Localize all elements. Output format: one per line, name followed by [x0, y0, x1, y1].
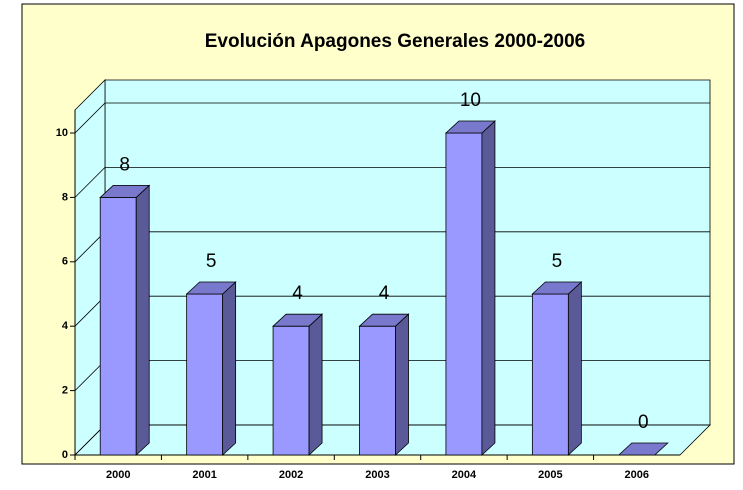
bar-top	[444, 120, 496, 134]
y-tick-label: 6	[62, 256, 68, 268]
value-label: 5	[552, 251, 563, 272]
y-tick-label: 4	[62, 320, 69, 332]
x-tick-label: 2006	[625, 469, 649, 481]
bar-top	[617, 442, 669, 456]
bar-top	[99, 184, 151, 198]
y-tick-label: 0	[62, 449, 68, 461]
bar	[99, 196, 137, 456]
value-label: 5	[206, 251, 217, 272]
x-tick-label: 2000	[106, 469, 130, 481]
y-tick-label: 10	[56, 127, 68, 139]
bar-side	[481, 120, 496, 456]
x-tick-label: 2004	[452, 469, 477, 481]
y-tick-label: 2	[62, 385, 68, 397]
y-tick-label: 8	[62, 191, 68, 203]
bar	[186, 293, 224, 456]
bar-side	[395, 313, 409, 456]
bar-side	[135, 184, 150, 456]
bar-side	[222, 281, 237, 456]
value-label: 4	[379, 283, 390, 304]
grid-line	[74, 102, 710, 134]
grid-line	[74, 166, 710, 198]
x-tick-label: 2001	[192, 469, 216, 481]
bar-top	[272, 313, 324, 327]
bar	[272, 325, 310, 456]
value-label: 0	[638, 412, 649, 433]
bar-side	[567, 281, 582, 456]
x-tick-label: 2002	[279, 469, 303, 481]
bar-side	[308, 313, 323, 456]
value-label: 8	[119, 154, 130, 175]
x-tick-label: 2005	[538, 469, 562, 481]
value-label: 10	[460, 90, 481, 111]
bar	[359, 325, 396, 456]
bar-top	[185, 281, 237, 295]
value-label: 4	[292, 283, 303, 304]
x-tick-label: 2003	[365, 469, 389, 481]
bar	[531, 293, 569, 456]
bar-top	[358, 313, 410, 327]
bar-top	[531, 281, 583, 295]
chart-title: Evolución Apagones Generales 2000-2006	[205, 31, 586, 52]
bar	[445, 132, 483, 456]
